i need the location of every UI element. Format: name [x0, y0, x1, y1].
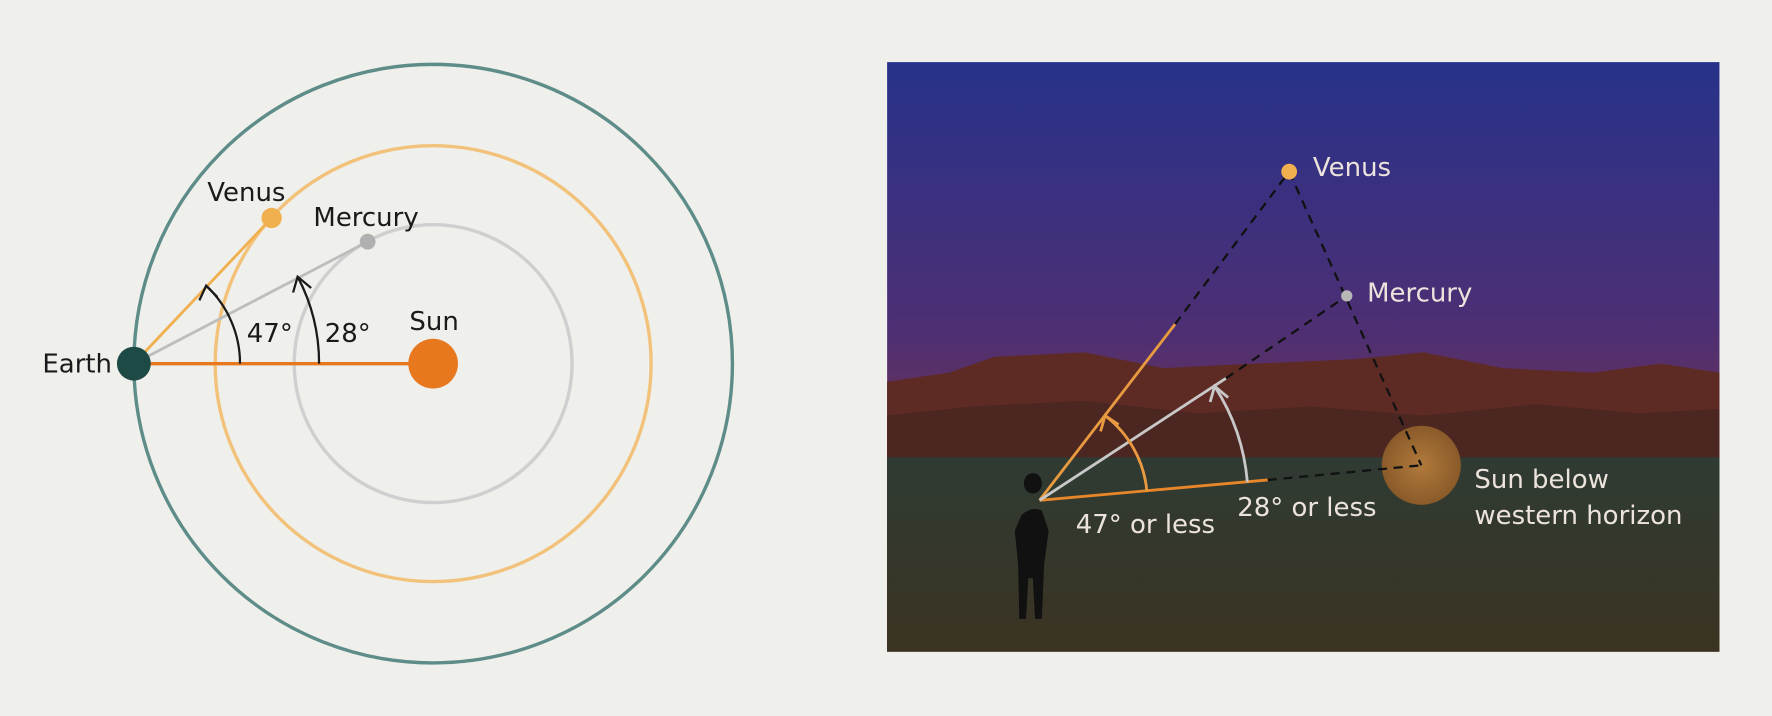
sun-label: western horizon [1474, 501, 1682, 531]
mercury [1341, 290, 1352, 301]
mercury-angle-label: 28° [325, 319, 371, 349]
earth-label: Earth [42, 350, 112, 380]
venus-angle-label: 47° [247, 319, 293, 349]
sun [408, 339, 458, 389]
venus-label: Venus [1313, 153, 1391, 183]
venus [1281, 164, 1297, 180]
earth [117, 347, 151, 381]
venus-label: Venus [207, 178, 285, 208]
mercury [360, 234, 376, 250]
sky-view: Venus Mercury 47° or less 28° or less Su… [887, 62, 1719, 652]
sun-label: Sun [409, 307, 458, 337]
sun-label: Sun below [1474, 465, 1608, 495]
venus [261, 208, 281, 228]
mercury-label: Mercury [1367, 279, 1472, 309]
mercury-angle-label: 28° or less [1237, 493, 1376, 523]
page: Venus Mercury Earth Sun 47° 28° Venus Me… [0, 0, 1772, 716]
diagram: Venus Mercury Earth Sun 47° 28° Venus Me… [0, 0, 1772, 716]
venus-angle-label: 47° or less [1076, 510, 1215, 540]
mercury-label: Mercury [313, 203, 418, 233]
